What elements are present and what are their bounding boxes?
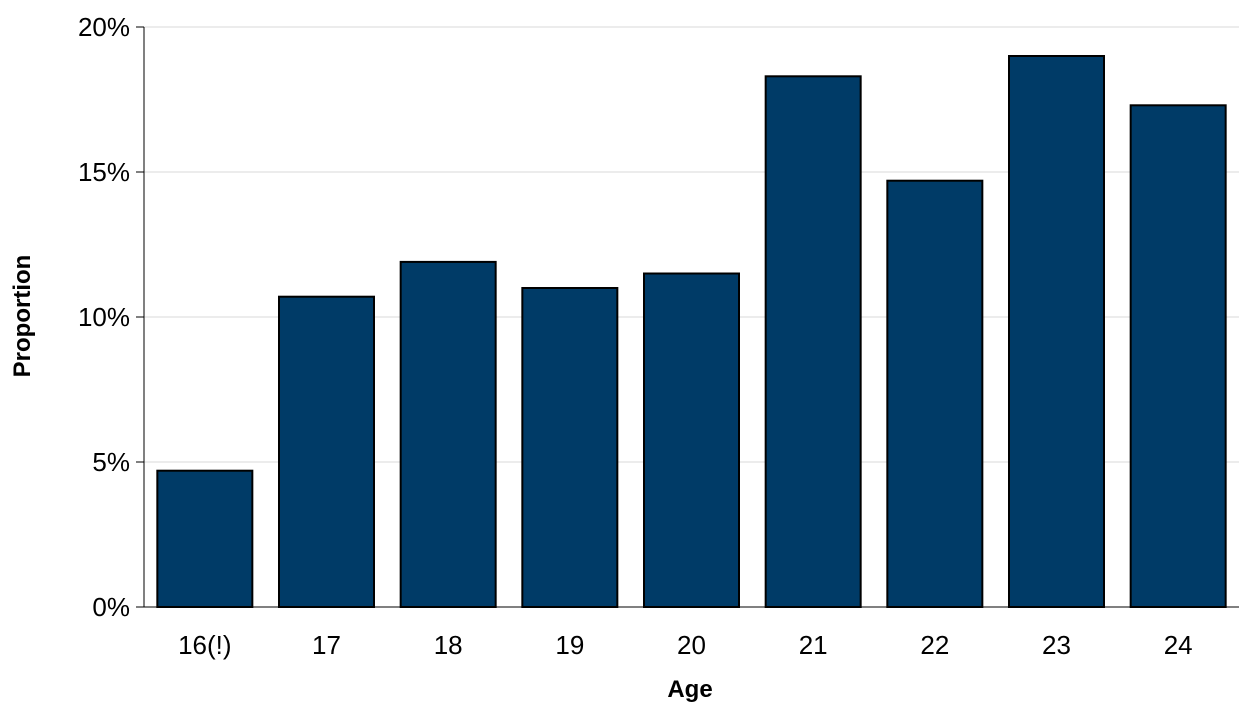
bar-19 xyxy=(521,287,619,608)
bar-18 xyxy=(399,260,497,608)
axes xyxy=(136,26,1239,608)
x-tick-label: 24 xyxy=(1164,630,1193,660)
bar-22 xyxy=(886,179,984,608)
x-tick-label: 18 xyxy=(434,630,463,660)
bar-17 xyxy=(278,295,375,608)
x-tick-labels: 16(!) 17 18 19 20 21 22 23 24 xyxy=(178,630,1193,660)
y-tick-label: 0% xyxy=(92,592,130,622)
bar-20 xyxy=(643,272,740,608)
y-tick-label: 20% xyxy=(78,12,130,42)
y-tick-label: 10% xyxy=(78,302,130,332)
x-axis-title: Age xyxy=(667,676,712,702)
y-tick-label: 15% xyxy=(78,157,130,187)
bar-23 xyxy=(1008,55,1105,608)
bars xyxy=(156,55,1227,609)
x-tick-label: 20 xyxy=(677,630,706,660)
x-tick-label: 21 xyxy=(799,630,828,660)
x-tick-label: 19 xyxy=(555,630,584,660)
y-tick-label: 5% xyxy=(92,447,130,477)
x-tick-label: 23 xyxy=(1042,630,1071,660)
y-axis-title: Proportion xyxy=(9,255,36,378)
y-tick-labels: 0% 5% 10% 15% 20% xyxy=(78,12,130,622)
x-tick-label: 22 xyxy=(920,630,949,660)
x-tick-label: 17 xyxy=(312,630,341,660)
bar-16 xyxy=(156,469,254,609)
bar-21 xyxy=(764,75,862,609)
bar-24 xyxy=(1129,104,1227,609)
x-tick-label: 16(!) xyxy=(178,630,231,660)
